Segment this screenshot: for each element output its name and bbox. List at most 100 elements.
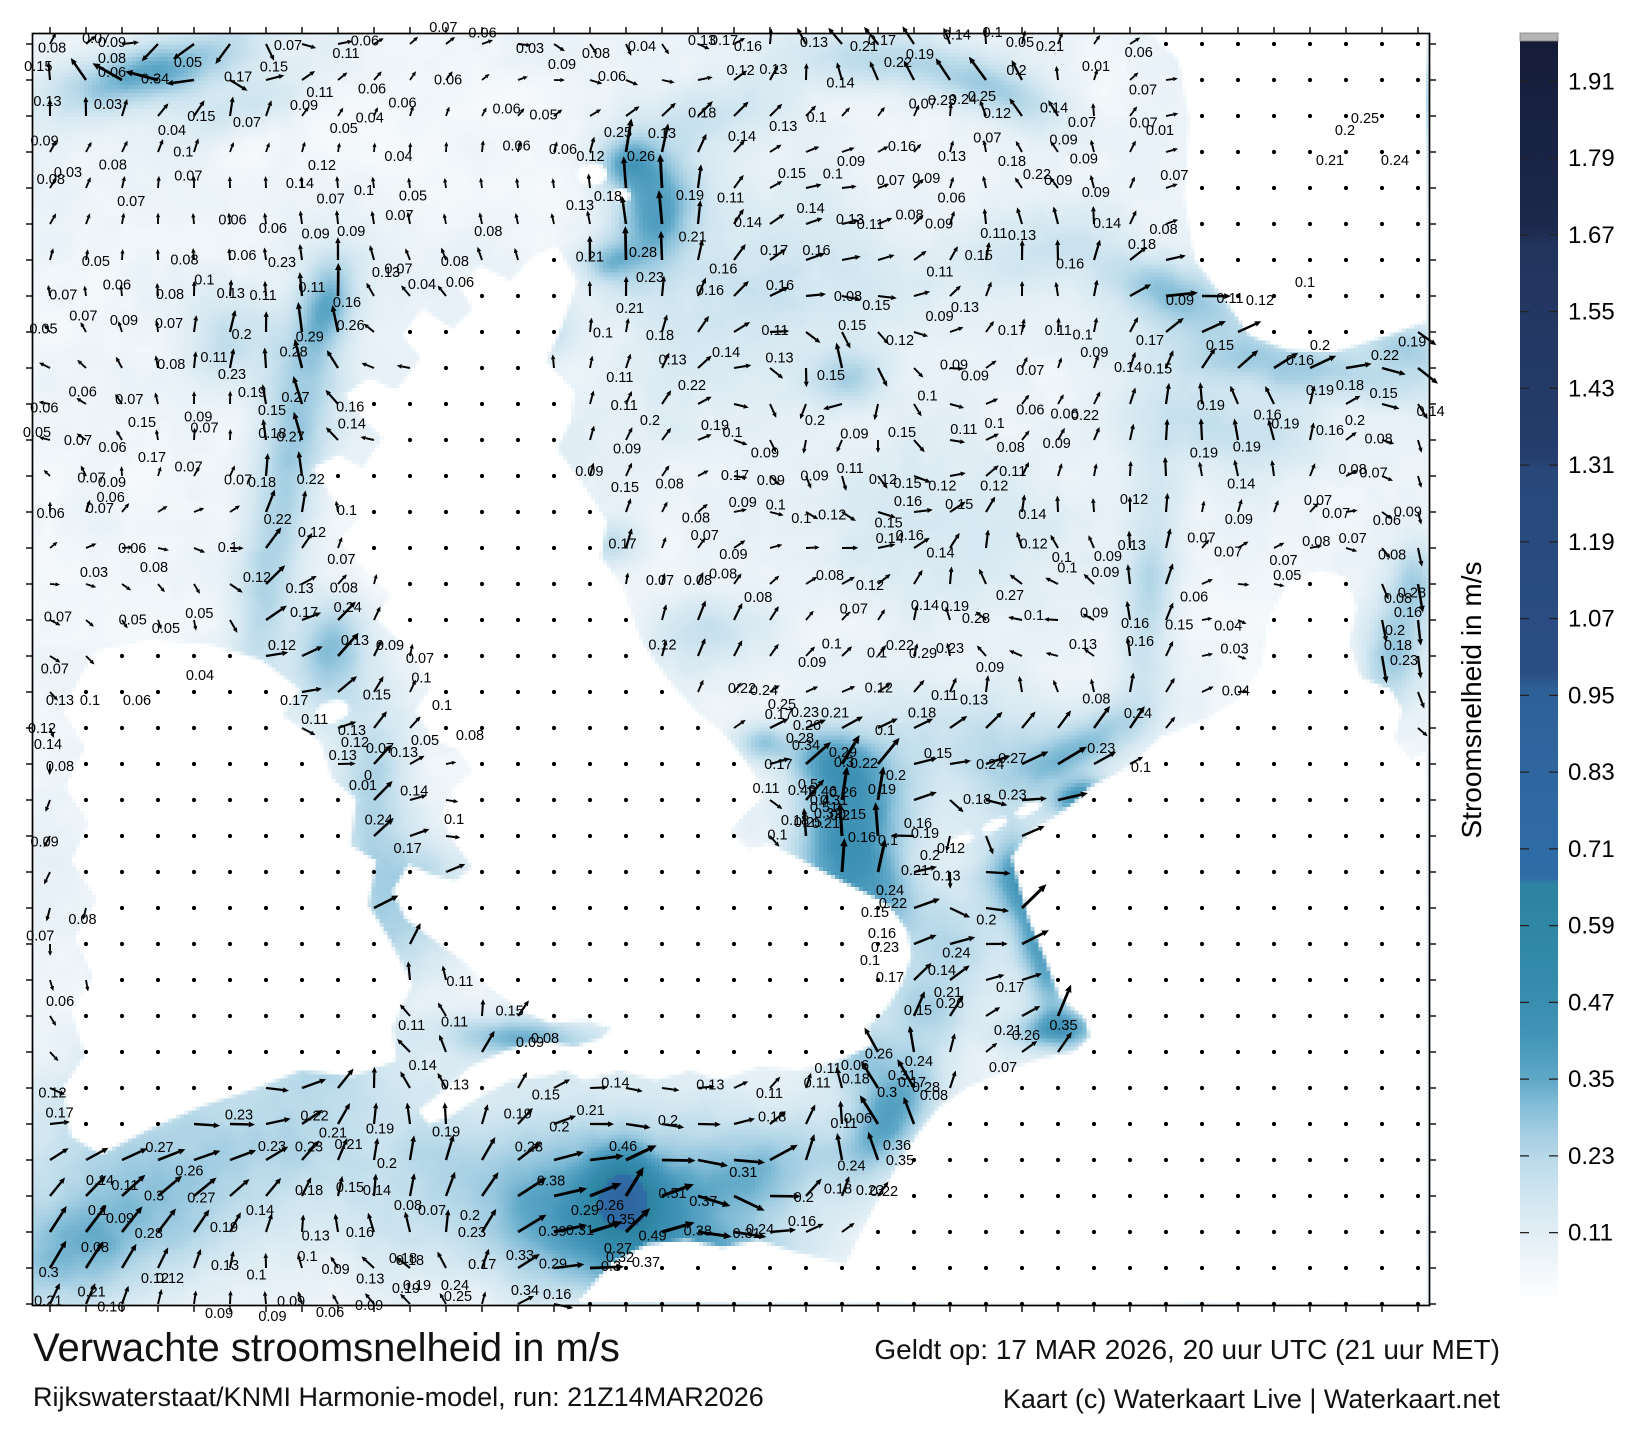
flow-arrow (1052, 180, 1059, 189)
flow-arrow-head (1054, 281, 1059, 287)
land-grid-dot (155, 977, 161, 983)
flow-arrow (229, 619, 236, 630)
flow-arrow-head (703, 470, 709, 475)
flow-arrow-head (242, 1178, 250, 1186)
flow-value-label: 0.08 (1082, 691, 1110, 707)
flow-value-label: 0.17 (394, 841, 422, 857)
flow-value-label: 0.1 (867, 645, 887, 661)
land-grid-dot (227, 653, 233, 659)
flow-arrow (841, 110, 848, 117)
flow-value-label: 0.09 (290, 98, 318, 114)
land-grid-dot (659, 1265, 665, 1271)
land-grid-dot (1019, 1085, 1025, 1091)
flow-arrow (661, 577, 665, 585)
flow-arrow (980, 104, 987, 117)
land-grid-dot (1199, 833, 1205, 839)
flow-value-label: 0.12 (937, 841, 965, 857)
flow-value-label: 0.09 (205, 1306, 233, 1322)
flow-value-label: 0.24 (942, 945, 970, 961)
flow-value-label: 0.18 (389, 1251, 417, 1267)
flow-value-label: 0.29 (909, 646, 937, 662)
flow-arrow (949, 215, 954, 225)
land-grid-dot (515, 689, 521, 695)
flow-arrow (481, 1295, 486, 1305)
flow-arrow-head (1386, 514, 1392, 520)
flow-value-label: 0.51 (658, 1186, 686, 1202)
flow-arrow-head (741, 508, 747, 513)
flow-arrow-head (685, 1221, 695, 1229)
flow-arrow-head (924, 290, 931, 296)
flow-arrow (913, 439, 923, 449)
flow-value-label: 0.09 (729, 495, 757, 511)
flow-value-label: 0.23 (928, 93, 956, 109)
flow-value-label: 0.06 (46, 994, 74, 1010)
flow-value-label: 0.17 (760, 243, 788, 259)
flow-arrow-head (569, 1115, 577, 1121)
flow-value-label: 0.24 (837, 1158, 865, 1174)
flow-arrow (661, 644, 667, 657)
flow-arrow-head (440, 247, 445, 253)
flow-arrow-head (922, 332, 929, 338)
land-grid-dot (1235, 1301, 1241, 1307)
flow-arrow-head (195, 465, 200, 472)
flow-value-label: 0.06 (549, 142, 577, 158)
land-grid-dot (515, 977, 521, 983)
flow-arrow (301, 1144, 317, 1161)
land-grid-dot (911, 1301, 917, 1307)
flow-arrow-head (959, 501, 966, 507)
flow-value-label: 0.17 (224, 69, 252, 85)
flow-arrow (769, 330, 784, 334)
land-grid-dot (1379, 905, 1385, 911)
flow-arrow (985, 324, 992, 333)
flow-arrow (399, 1259, 411, 1269)
flow-arrow-head (262, 247, 268, 253)
flow-arrow-head (335, 262, 342, 271)
flow-arrow (407, 216, 411, 225)
flow-value-label: 0.3 (39, 1265, 59, 1281)
land-grid-dot (623, 977, 629, 983)
flow-arrow (172, 78, 195, 85)
flow-arrow-head (948, 103, 953, 109)
flow-arrow (262, 424, 268, 441)
land-grid-dot (1091, 1229, 1097, 1235)
flow-arrow-head (592, 49, 597, 55)
flow-arrow (373, 784, 389, 801)
flow-value-label: 0.09 (1091, 565, 1119, 581)
flow-arrow-head (1021, 30, 1027, 36)
flow-arrow-head (875, 448, 881, 453)
colorbar-tick-label: 0.23 (1568, 1143, 1615, 1170)
flow-arrow-head (1023, 356, 1028, 362)
flow-arrow (229, 583, 240, 591)
flow-arrow-head (888, 254, 895, 259)
flow-arrow-head (325, 389, 332, 396)
flow-arrow-head (553, 141, 558, 147)
flow-arrow-head (59, 1090, 65, 1095)
flow-arrow-head (697, 164, 704, 171)
flow-arrow-head (968, 56, 976, 64)
flow-arrow (625, 79, 635, 85)
flow-arrow-head (342, 1138, 348, 1145)
flow-arrow-head (282, 1087, 289, 1093)
flow-value-label: 0.19 (701, 418, 729, 434)
flow-value-label: 0.12 (308, 158, 336, 174)
land-grid-dot (1163, 1265, 1169, 1271)
flow-arrow-head (1003, 754, 1011, 761)
land-grid-dot (1163, 977, 1169, 983)
flow-arrow (769, 799, 779, 807)
land-grid-dot (1415, 257, 1421, 263)
flow-arrow (589, 1185, 614, 1198)
flow-arrow (661, 1122, 679, 1128)
flow-value-label: 0.19 (403, 1278, 431, 1294)
flow-arrow (193, 1295, 197, 1305)
land-grid-dot (299, 869, 305, 875)
land-grid-dot (299, 833, 305, 839)
flow-value-label: 0.26 (829, 785, 857, 801)
land-grid-dot (1307, 581, 1313, 587)
flow-arrow (218, 43, 231, 60)
flow-arrow-head (262, 347, 268, 354)
flow-arrow (874, 809, 880, 837)
flow-arrow (948, 571, 953, 585)
flow-arrow (913, 253, 924, 261)
flow-arrow-head (1170, 716, 1176, 722)
flow-arrow-head (740, 719, 746, 725)
